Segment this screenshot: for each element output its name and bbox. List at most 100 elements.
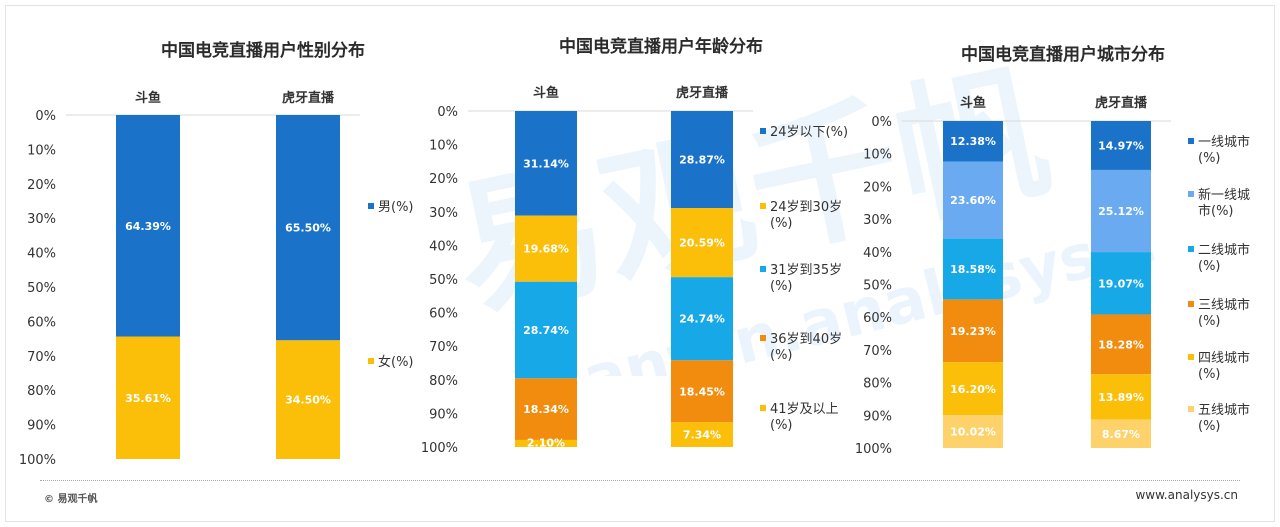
chart-2-legend-label: (%) bbox=[1198, 419, 1221, 434]
chart-2-legend-swatch bbox=[1188, 138, 1194, 144]
chart-1-legend-label: 41岁及以上 bbox=[770, 402, 839, 417]
chart-0-ytick: 80% bbox=[27, 384, 56, 399]
chart-2-legend-swatch bbox=[1188, 354, 1194, 360]
chart-2-ytick: 0% bbox=[871, 115, 892, 130]
chart-1-ytick: 90% bbox=[429, 407, 458, 422]
chart-0-category-label: 虎牙直播 bbox=[282, 90, 335, 106]
chart-2-bar-segment bbox=[943, 362, 1003, 416]
chart-0-legend-label: 女(%) bbox=[378, 354, 414, 370]
chart-0-bar-segment bbox=[276, 340, 340, 459]
chart-1-ytick: 20% bbox=[429, 172, 458, 187]
chart-2-bar-segment bbox=[1091, 169, 1151, 253]
chart-0-ytick: 90% bbox=[27, 419, 56, 434]
chart-2-ytick: 60% bbox=[863, 311, 892, 326]
chart-0-ytick: 60% bbox=[27, 315, 56, 330]
chart-1-legend-label: (%) bbox=[770, 348, 793, 363]
chart-1-ytick: 40% bbox=[429, 239, 458, 254]
chart-1-legend-label: (%) bbox=[770, 216, 793, 231]
chart-1-data-label: 18.34% bbox=[523, 403, 569, 416]
chart-1-bar-segment bbox=[515, 215, 577, 282]
chart-1-bar-segment bbox=[515, 281, 577, 379]
chart-1-ytick: 60% bbox=[429, 307, 458, 322]
chart-2-bar-segment bbox=[1091, 374, 1151, 420]
chart-1-legend-swatch bbox=[760, 405, 766, 411]
chart-0-data-label: 34.50% bbox=[285, 394, 331, 407]
chart-1-legend-label: 24岁以下(%) bbox=[770, 125, 848, 140]
chart-1-legend-label: 24岁到30岁 bbox=[770, 200, 842, 215]
chart-2-ytick: 20% bbox=[863, 180, 892, 195]
chart-2-data-label: 13.89% bbox=[1098, 391, 1144, 404]
chart-2-title: 中国电竞直播用户城市分布 bbox=[961, 44, 1165, 65]
chart-0-legend-swatch bbox=[368, 203, 374, 209]
chart-1-ytick: 80% bbox=[429, 374, 458, 389]
charts-canvas: 中国电竞直播用户性别分布 0% 10% 20% 30% 40% 50% 60% 70% 80% 90… bbox=[19, 36, 1250, 468]
chart-1-bar-segment bbox=[671, 277, 733, 361]
chart-2-bar-segment bbox=[943, 415, 1003, 449]
chart-2-legend-label: 新一线城 bbox=[1198, 187, 1250, 203]
chart-1-legend-swatch bbox=[760, 266, 766, 272]
chart-2-ytick: 10% bbox=[863, 148, 892, 163]
chart-1-ytick: 70% bbox=[429, 340, 458, 355]
report-frame: 易观千帆 Qianfan.analysys.cn 中国电竞直播用户性别分布 0% 1… bbox=[5, 5, 1275, 522]
footer-copyright: © 易观千帆 bbox=[44, 494, 98, 505]
chart-2-bar-segment bbox=[1091, 419, 1151, 448]
chart-2-category-label: 虎牙直播 bbox=[1095, 95, 1148, 111]
chart-2-bar-segment bbox=[1091, 121, 1151, 170]
chart-2-bar-segment bbox=[943, 121, 1003, 162]
chart-2-data-label: 18.58% bbox=[950, 263, 996, 276]
chart-2-legend-label: (%) bbox=[1198, 314, 1221, 329]
chart-0-data-label: 64.39% bbox=[125, 220, 171, 233]
chart-2-data-label: 19.23% bbox=[950, 325, 996, 338]
chart-1-data-label: 18.45% bbox=[679, 385, 725, 398]
chart-2-ytick: 100% bbox=[855, 442, 892, 457]
chart-2-ytick: 90% bbox=[863, 409, 892, 424]
chart-2-data-label: 16.20% bbox=[950, 383, 996, 396]
chart-0-ytick: 40% bbox=[27, 247, 56, 262]
chart-2-data-label: 18.28% bbox=[1098, 338, 1144, 351]
chart-1-legend-swatch bbox=[760, 335, 766, 341]
chart-2-ytick: 80% bbox=[863, 377, 892, 392]
chart-1-bar-segment bbox=[671, 111, 733, 209]
chart-1-data-label: 20.59% bbox=[679, 237, 725, 250]
chart-2-data-label: 10.02% bbox=[950, 426, 996, 439]
chart-2-ytick: 50% bbox=[863, 279, 892, 294]
chart-2-legend-swatch bbox=[1188, 301, 1194, 307]
chart-2-legend-label: 四线城市 bbox=[1198, 350, 1250, 366]
chart-2-data-label: 8.67% bbox=[1102, 428, 1140, 441]
chart-0-data-label: 65.50% bbox=[285, 222, 331, 235]
footer-url: www.analysys.cn bbox=[1135, 488, 1238, 502]
chart-1-data-label: 7.34% bbox=[683, 429, 721, 442]
chart-1-bar-segment bbox=[515, 439, 577, 447]
chart-2-legend-label: (%) bbox=[1198, 259, 1221, 274]
chart-2-legend-label: 二线城市 bbox=[1198, 242, 1250, 258]
chart-1-ytick: 30% bbox=[429, 206, 458, 221]
chart-1-category-label: 虎牙直播 bbox=[676, 85, 729, 101]
chart-2-legend-swatch bbox=[1188, 406, 1194, 412]
chart-1-legend-label: 36岁到40岁 bbox=[770, 332, 842, 347]
chart-2-bar-segment bbox=[943, 238, 1003, 300]
chart-0-bar-segment bbox=[116, 115, 180, 337]
chart-2-legend-label: (%) bbox=[1198, 151, 1221, 166]
chart-2-data-label: 23.60% bbox=[950, 194, 996, 207]
chart-2-category-label: 斗鱼 bbox=[960, 95, 986, 111]
chart-1-bar-segment bbox=[671, 422, 733, 447]
chart-0-ytick: 20% bbox=[27, 178, 56, 193]
chart-1-data-label: 2.10% bbox=[527, 436, 565, 449]
chart-1-bar-segment bbox=[671, 360, 733, 423]
chart-2-ytick: 70% bbox=[863, 344, 892, 359]
chart-1-ytick: 10% bbox=[429, 139, 458, 154]
chart-2-bar-segment bbox=[1091, 314, 1151, 375]
chart-1-ytick: 50% bbox=[429, 273, 458, 288]
chart-0-data-label: 35.61% bbox=[125, 392, 171, 405]
chart-0-legend-label: 男(%) bbox=[378, 200, 414, 215]
footer-divider bbox=[40, 480, 1240, 481]
chart-1-ytick: 0% bbox=[437, 105, 458, 120]
chart-0-legend-swatch bbox=[368, 358, 374, 364]
chart-2-data-label: 14.97% bbox=[1098, 139, 1144, 152]
chart-1-legend-label: (%) bbox=[770, 279, 793, 294]
chart-2-bar-segment bbox=[1091, 252, 1151, 315]
chart-0-ytick: 10% bbox=[27, 143, 56, 158]
chart-2-bar-segment bbox=[943, 299, 1003, 363]
chart-2-legend-swatch bbox=[1188, 246, 1194, 252]
chart-1-bar-segment bbox=[515, 111, 577, 216]
